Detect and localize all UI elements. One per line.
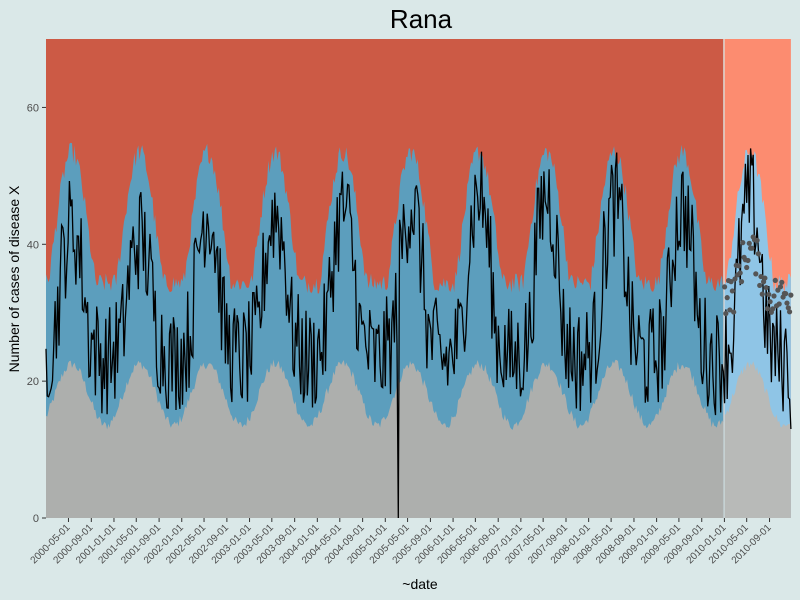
forecast-point <box>721 284 728 290</box>
y-tick-label: 20 <box>27 376 39 388</box>
forecast-point <box>770 306 776 312</box>
lower-region-band-forecast <box>724 361 791 518</box>
forecast-point <box>785 305 791 311</box>
forecast-point <box>755 251 761 257</box>
forecast-point <box>744 264 750 271</box>
forecast-point <box>728 279 734 285</box>
forecast-point <box>771 293 777 299</box>
forecast-point <box>749 245 755 251</box>
y-tick-label: 40 <box>27 239 39 251</box>
chart-title: Rana <box>390 4 453 34</box>
forecast-point <box>740 240 746 246</box>
forecast-point <box>729 288 735 294</box>
forecast-point <box>764 306 771 312</box>
x-axis: 2000-05-012000-09-012001-01-012001-05-01… <box>29 518 774 566</box>
y-axis-title: Number of cases of disease X <box>6 185 22 372</box>
forecast-point <box>736 263 742 269</box>
forecast-point <box>786 309 793 315</box>
forecast-point <box>767 299 773 305</box>
y-tick-label: 60 <box>27 102 39 114</box>
forecast-point <box>779 279 785 285</box>
forecast-point <box>763 285 769 291</box>
forecast-point <box>738 279 745 285</box>
forecast-point <box>723 310 729 317</box>
forecast-point <box>724 295 730 301</box>
observed-series-line <box>45 148 792 519</box>
lower-region-band <box>46 359 724 518</box>
forecast-point <box>766 291 772 298</box>
forecast-point <box>776 301 782 307</box>
forecast-point <box>758 273 764 280</box>
forecast-point <box>745 257 751 264</box>
forecast-point <box>754 237 760 243</box>
forecast-point <box>731 309 737 315</box>
forecast-point <box>737 270 743 276</box>
forecast-point <box>753 271 759 277</box>
forecast-point <box>759 291 765 297</box>
forecast-point <box>746 240 752 246</box>
forecast-point <box>732 276 738 282</box>
forecast-point <box>784 300 790 306</box>
x-axis-title: ~date <box>402 576 438 592</box>
y-tick-label: 0 <box>33 513 39 525</box>
forecast-point <box>777 284 784 290</box>
forecast-point <box>783 291 789 297</box>
plot-area <box>45 39 794 519</box>
forecast-point <box>762 275 768 281</box>
forecast-point <box>788 292 794 298</box>
y-axis: 0 20 40 60 <box>27 102 46 525</box>
forecast-point <box>727 307 733 313</box>
forecast-point <box>757 282 763 289</box>
forecast-point <box>772 277 778 284</box>
